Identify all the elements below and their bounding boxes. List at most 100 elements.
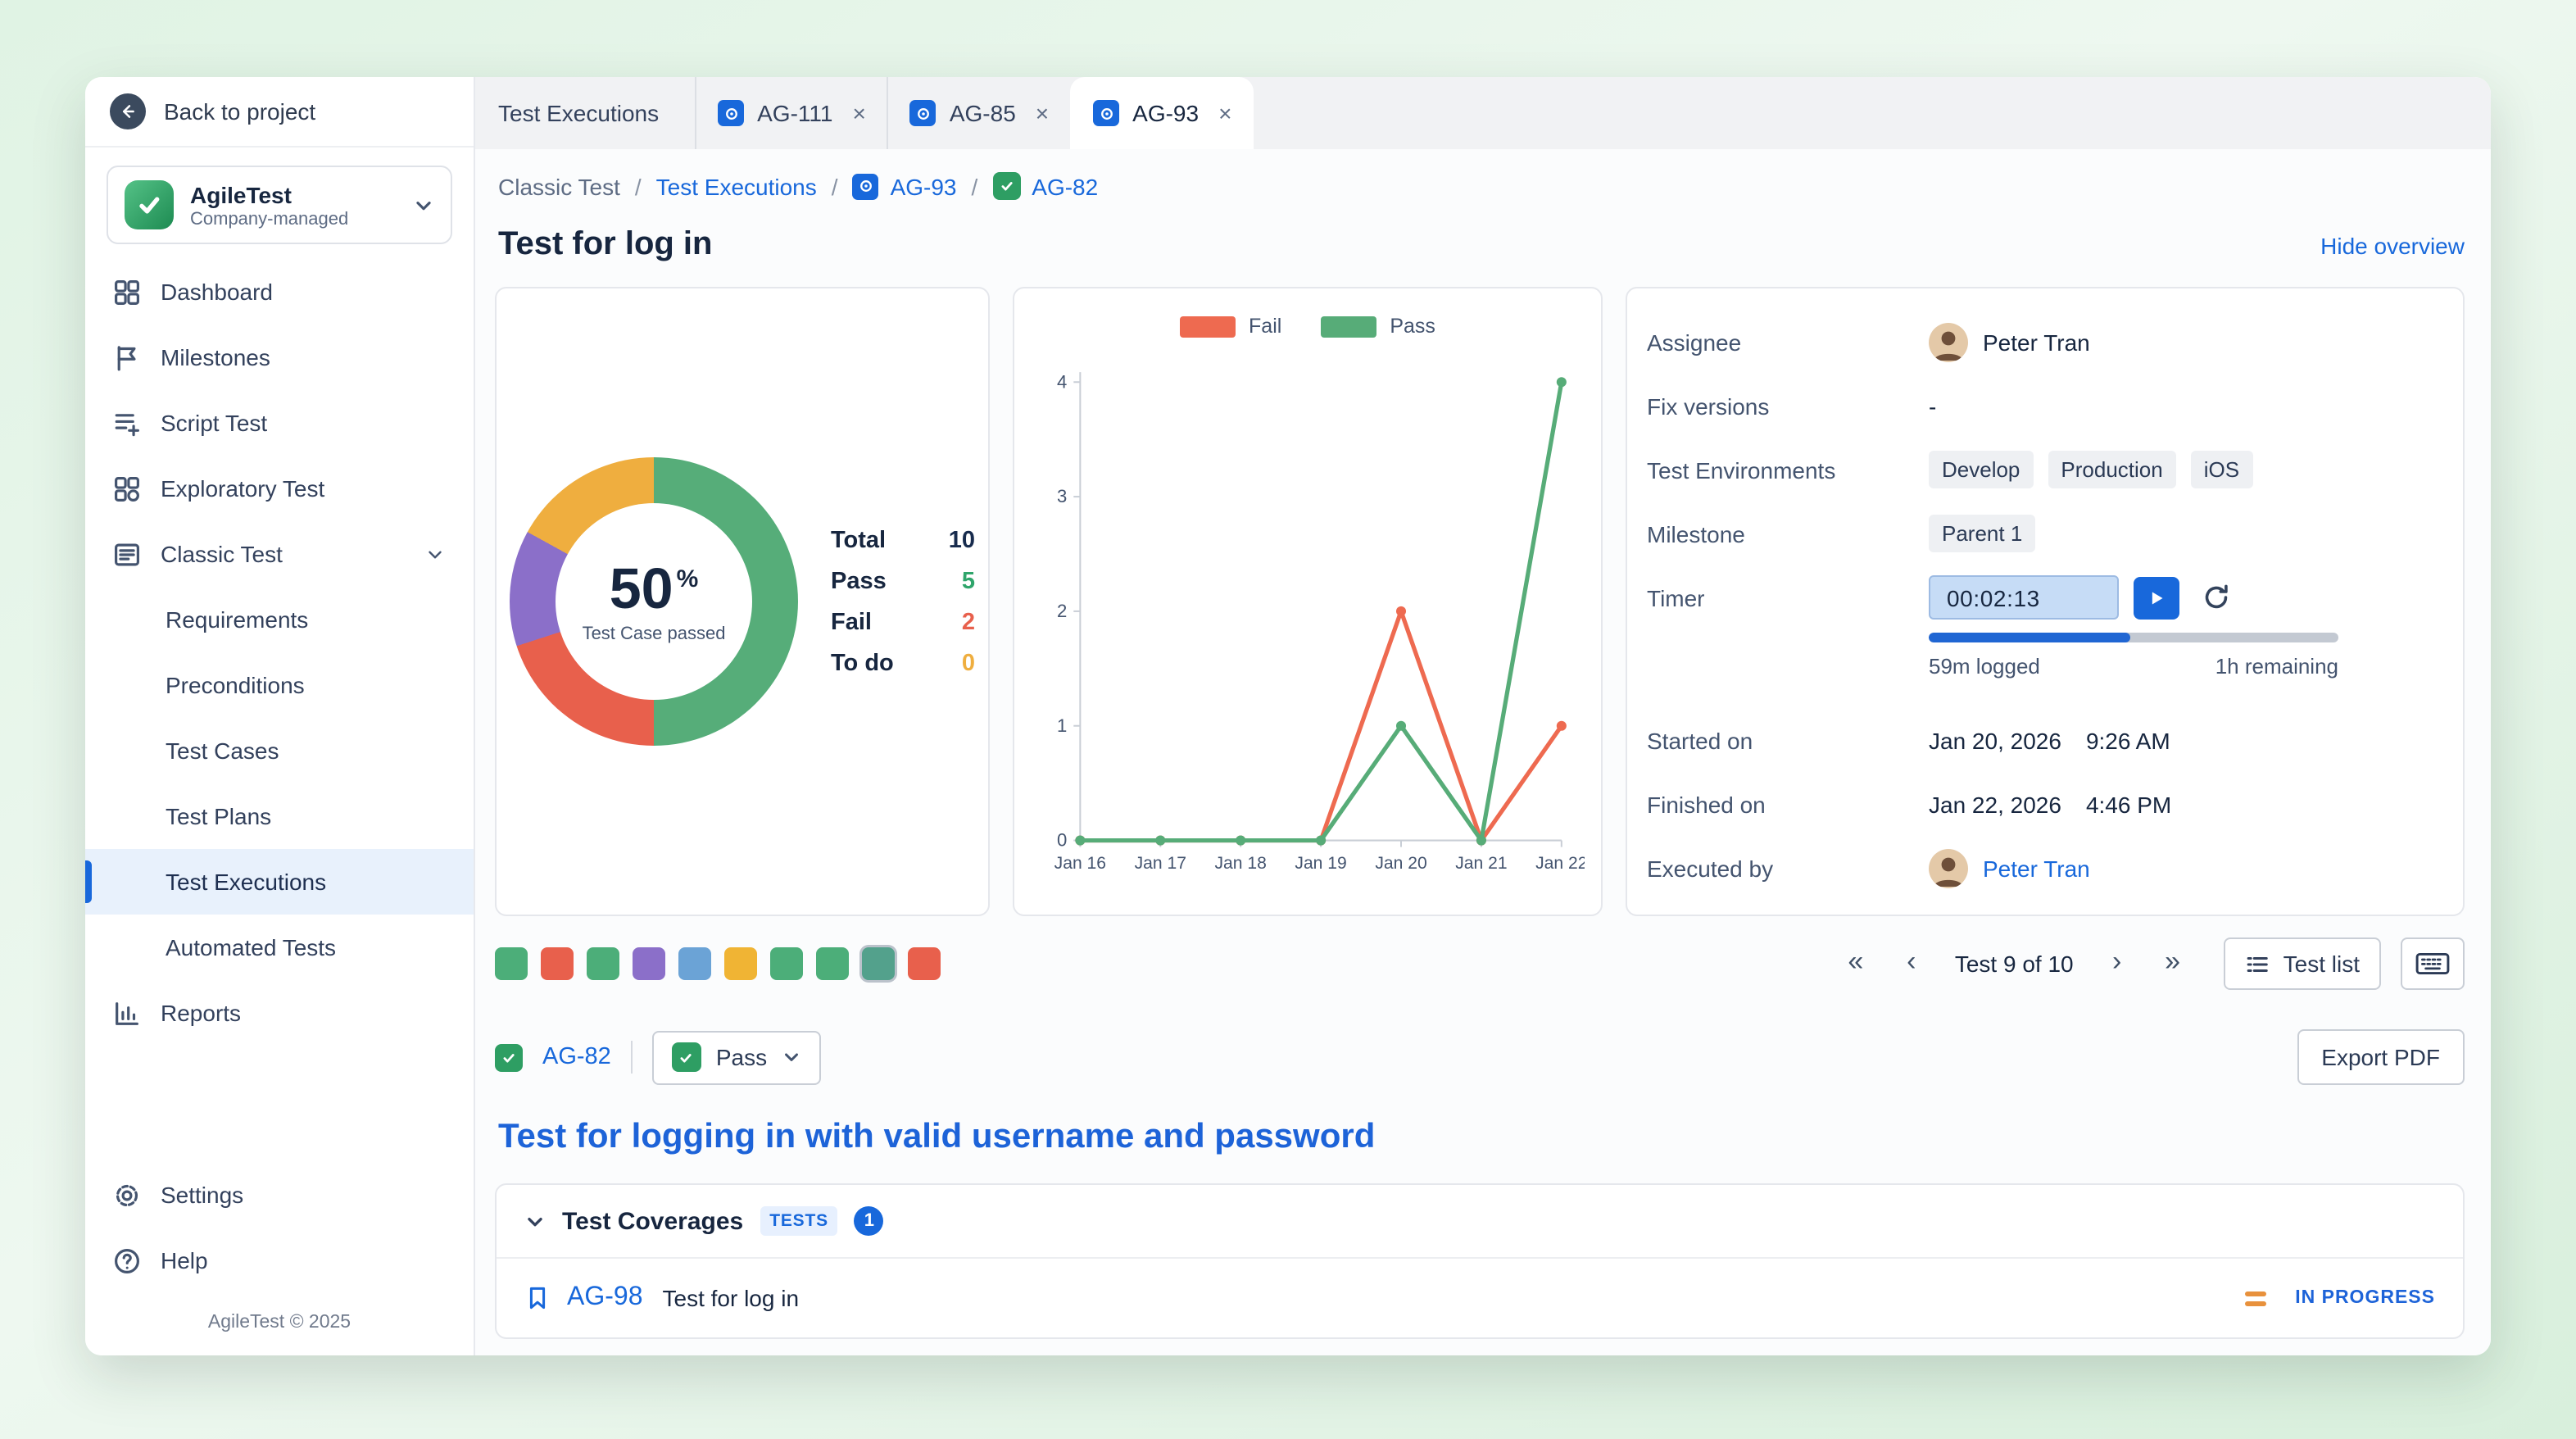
assignee-label: Assignee (1647, 329, 1742, 355)
sidebar-item-exploratory-test[interactable]: Exploratory Test (85, 456, 474, 521)
last-test-button[interactable]: » (2149, 939, 2197, 988)
started-time: 9:26 AM (2085, 727, 2170, 753)
sidebar-item-script-test[interactable]: Script Test (85, 390, 474, 456)
legend-value: 5 (961, 568, 975, 594)
keyboard-shortcuts-button[interactable] (2401, 937, 2465, 990)
svg-text:Jan 19: Jan 19 (1295, 854, 1346, 873)
breadcrumb-ag-93[interactable]: AG-93 (890, 173, 957, 199)
test-list-button[interactable]: Test list (2224, 937, 2381, 990)
project-selector[interactable]: AgileTest Company-managed (107, 166, 452, 244)
test-status-square[interactable] (770, 947, 803, 980)
next-test-button[interactable]: › (2093, 939, 2141, 988)
legend-label: To do (831, 650, 894, 676)
executed-by-row: Executed by Peter Tran (1647, 836, 2443, 900)
test-list-label: Test list (2283, 951, 2360, 977)
sidebar-item-milestones[interactable]: Milestones (85, 325, 474, 390)
sidebar-item-test-plans[interactable]: Test Plans (85, 783, 474, 849)
svg-text:2: 2 (1057, 601, 1067, 621)
started-date: Jan 20, 2026 (1929, 727, 2061, 753)
sidebar-item-help[interactable]: Help (85, 1228, 474, 1293)
test-execution-icon (909, 100, 937, 126)
tab-ag-111[interactable]: AG-111 × (695, 77, 887, 149)
time-tracking: 59m logged 1h remaining (1929, 633, 2338, 679)
test-status-square[interactable] (633, 947, 665, 980)
test-status-square[interactable] (908, 947, 941, 980)
chevron-down-icon (528, 1216, 542, 1226)
breadcrumb-ag-82[interactable]: AG-82 (1032, 173, 1099, 199)
svg-text:Jan 16: Jan 16 (1054, 854, 1106, 873)
environment-chip: Production (2048, 451, 2176, 488)
timer-play-button[interactable] (2134, 576, 2179, 619)
chevron-down-icon (785, 1053, 799, 1061)
test-status-square[interactable] (541, 947, 574, 980)
sidebar-item-reports[interactable]: Reports (85, 980, 474, 1046)
flag-icon (117, 345, 136, 370)
sidebar-item-requirements[interactable]: Requirements (85, 587, 474, 652)
sidebar-item-settings[interactable]: Settings (85, 1162, 474, 1228)
export-pdf-button[interactable]: Export PDF (2297, 1029, 2465, 1085)
sidebar-item-automated-tests[interactable]: Automated Tests (85, 915, 474, 980)
svg-text:Jan 20: Jan 20 (1375, 854, 1426, 873)
timer-display[interactable]: 00:02:13 (1929, 575, 2119, 620)
first-test-button[interactable]: « (1832, 939, 1880, 988)
finished-on-label: Finished on (1647, 791, 1766, 817)
test-status-square[interactable] (816, 947, 849, 980)
coverage-key-link[interactable]: AG-98 (567, 1283, 643, 1311)
daily-results-card: Fail Pass 0 1 2 3 4 Jan 16 Jan 17 Jan 18 Jan 19 J… (1013, 287, 1603, 916)
project-type: Company-managed (190, 209, 349, 229)
test-status-square[interactable] (862, 947, 895, 980)
agiletest-logo-icon (125, 180, 174, 229)
milestone-label: Milestone (1647, 520, 1745, 547)
test-environments-row: Test Environments Develop Production iOS (1647, 438, 2443, 502)
script-test-icon (115, 413, 139, 436)
sidebar-item-label: Requirements (166, 606, 309, 633)
pass-status-icon (671, 1042, 701, 1072)
test-key-link[interactable]: AG-82 (542, 1044, 611, 1070)
back-arrow-icon (110, 93, 146, 129)
breadcrumb-separator: / (634, 173, 642, 199)
tab-ag-93[interactable]: AG-93 × (1070, 77, 1254, 149)
close-icon[interactable]: × (1035, 100, 1050, 126)
donut-caption: Test Case passed (582, 624, 726, 643)
legend-label: Pass (831, 568, 887, 594)
test-status-square[interactable] (587, 947, 619, 980)
tab-test-executions-list[interactable]: Test Executions (475, 77, 695, 149)
timer-reset-button[interactable] (2194, 576, 2237, 619)
chevron-down-icon (416, 201, 431, 210)
previous-test-button[interactable]: ‹ (1888, 939, 1935, 988)
time-tracking-row: 59m logged 1h remaining (1647, 629, 2443, 708)
close-icon[interactable]: × (1218, 100, 1232, 126)
donut-legend: Total 10 Pass 5 Fail 2 To do 0 (831, 527, 975, 676)
sidebar-item-preconditions[interactable]: Preconditions (85, 652, 474, 718)
sidebar-item-test-cases[interactable]: Test Cases (85, 718, 474, 783)
legend-label: Fail (831, 609, 872, 635)
coverage-row[interactable]: AG-98 Test for log in IN PROGRESS (497, 1259, 2463, 1337)
started-on-row: Started on Jan 20, 2026 9:26 AM (1647, 708, 2443, 772)
sidebar-item-label: Automated Tests (166, 934, 337, 960)
avatar (1929, 322, 1968, 361)
test-status-square[interactable] (495, 947, 528, 980)
sidebar-item-label: Help (161, 1247, 208, 1273)
tab-ag-85[interactable]: AG-85 × (887, 77, 1070, 149)
test-coverages-header[interactable]: Test Coverages TESTS 1 (497, 1185, 2463, 1259)
project-meta: AgileTest Company-managed (190, 181, 397, 229)
hide-overview-link[interactable]: Hide overview (2320, 232, 2465, 258)
tab-label: AG-111 (757, 100, 833, 126)
sidebar-item-dashboard[interactable]: Dashboard (85, 259, 474, 325)
avatar (1929, 848, 1968, 887)
test-title-link[interactable]: Test for logging in with valid username … (498, 1118, 1376, 1155)
test-status-square[interactable] (678, 947, 711, 980)
status-dropdown[interactable]: Pass (651, 1030, 822, 1084)
breadcrumb-test-executions[interactable]: Test Executions (655, 173, 817, 199)
close-icon[interactable]: × (852, 100, 866, 126)
sidebar-item-label: Test Plans (166, 803, 272, 829)
test-status-square[interactable] (724, 947, 757, 980)
sidebar-item-test-executions[interactable]: Test Executions (85, 849, 474, 915)
executed-by-link[interactable]: Peter Tran (1983, 855, 2090, 881)
sidebar-item-classic-test[interactable]: Classic Test (85, 521, 474, 587)
back-to-project-button[interactable]: Back to project (85, 77, 474, 148)
pagination: « ‹ Test 9 of 10 › » Test list (1832, 937, 2465, 990)
back-to-project-label: Back to project (164, 98, 316, 125)
sidebar-nav: Dashboard Milestones Script Test Explora… (85, 256, 474, 1046)
svg-text:Jan 22: Jan 22 (1535, 854, 1585, 873)
